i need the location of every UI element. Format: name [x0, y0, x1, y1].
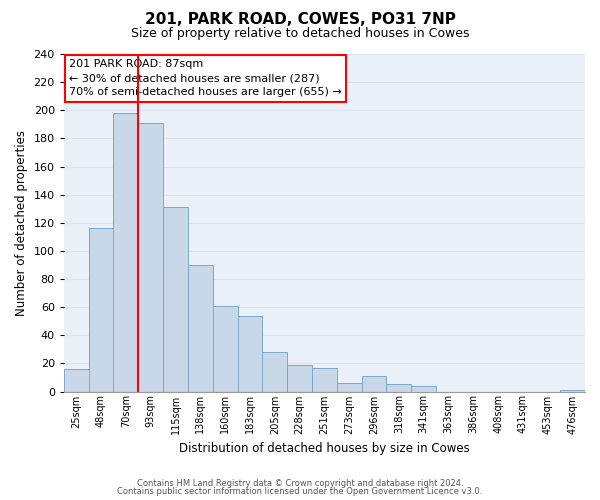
Text: Size of property relative to detached houses in Cowes: Size of property relative to detached ho…: [131, 28, 469, 40]
Bar: [238, 316, 262, 392]
Bar: [337, 383, 362, 392]
Text: 201 PARK ROAD: 87sqm
← 30% of detached houses are smaller (287)
70% of semi-deta: 201 PARK ROAD: 87sqm ← 30% of detached h…: [69, 59, 342, 97]
Bar: [362, 376, 386, 392]
Bar: [138, 123, 163, 392]
Bar: [386, 384, 411, 392]
Bar: [287, 365, 312, 392]
X-axis label: Distribution of detached houses by size in Cowes: Distribution of detached houses by size …: [179, 442, 470, 455]
Bar: [64, 369, 89, 392]
Bar: [89, 228, 113, 392]
Text: Contains HM Land Registry data © Crown copyright and database right 2024.: Contains HM Land Registry data © Crown c…: [137, 478, 463, 488]
Text: 201, PARK ROAD, COWES, PO31 7NP: 201, PARK ROAD, COWES, PO31 7NP: [145, 12, 455, 28]
Bar: [312, 368, 337, 392]
Bar: [213, 306, 238, 392]
Y-axis label: Number of detached properties: Number of detached properties: [15, 130, 28, 316]
Bar: [262, 352, 287, 392]
Bar: [188, 265, 213, 392]
Bar: [163, 208, 188, 392]
Text: Contains public sector information licensed under the Open Government Licence v3: Contains public sector information licen…: [118, 487, 482, 496]
Bar: [411, 386, 436, 392]
Bar: [113, 113, 138, 392]
Bar: [560, 390, 585, 392]
